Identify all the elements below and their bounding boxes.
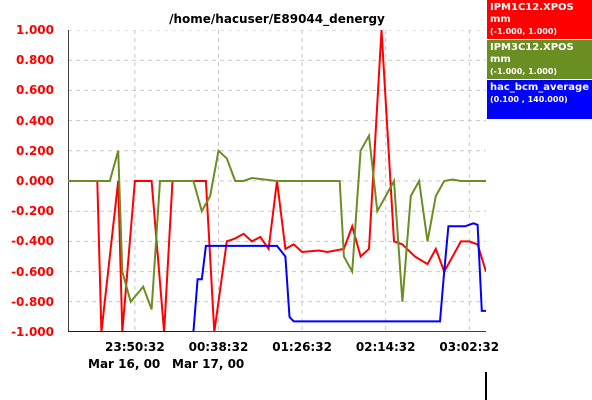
y-tick-label: 0.400 xyxy=(16,113,54,128)
x-tick-label: 03:02:32 xyxy=(439,340,500,354)
series-line-hac-bcm-average xyxy=(68,222,486,332)
x-tick-label: 23:50:32 xyxy=(105,340,165,354)
x-date-label: Mar 17, 00 xyxy=(172,357,245,371)
y-tick-label: 0.000 xyxy=(16,174,54,188)
x-date-label: Mar 16, 00 xyxy=(88,357,161,371)
legend-series-unit: mm xyxy=(490,14,511,25)
y-tick-label: -0.800 xyxy=(11,294,54,309)
time-cursor-line[interactable] xyxy=(485,372,487,400)
legend: IPM1C12.XPOS mm (-1.000, 1.000) IPM3C12.XPO… xyxy=(487,0,592,120)
x-tick-label: 02:14:32 xyxy=(355,340,416,354)
y-tick-label: 0.600 xyxy=(16,83,54,98)
legend-series-name: IPM3C12.XPOS xyxy=(490,42,574,53)
y-tick-label: 0.200 xyxy=(16,143,54,158)
chart-title: /home/hacuser/E89044_denergy xyxy=(169,12,385,26)
legend-series-range: (-1.000, 1.000) xyxy=(490,27,558,36)
plot-area[interactable] xyxy=(68,30,486,332)
legend-series-range: (-1.000, 1.000) xyxy=(490,67,558,76)
legend-entry[interactable]: hac_bcm_average (0.100 , 140.000) xyxy=(487,80,592,119)
series-line-ipm3c12-xpos xyxy=(68,132,486,310)
legend-series-range: (0.100 , 140.000) xyxy=(490,95,568,104)
series-line-ipm1c12-xpos xyxy=(68,30,486,332)
y-tick-label: 0.800 xyxy=(16,53,54,68)
x-tick-label: 01:26:32 xyxy=(272,340,332,354)
y-tick-label: 1.000 xyxy=(16,23,54,37)
legend-series-name: IPM1C12.XPOS xyxy=(490,2,574,13)
y-tick-label: -1.000 xyxy=(11,325,54,339)
y-tick-label: -0.200 xyxy=(11,204,54,219)
legend-entry[interactable]: IPM1C12.XPOS mm (-1.000, 1.000) xyxy=(487,0,592,39)
y-tick-label: -0.400 xyxy=(11,234,54,249)
legend-series-unit: mm xyxy=(490,54,511,65)
legend-entry[interactable]: IPM3C12.XPOS mm (-1.000, 1.000) xyxy=(487,40,592,79)
legend-series-name: hac_bcm_average xyxy=(490,82,589,93)
y-tick-label: -0.600 xyxy=(11,264,54,279)
x-tick-label: 00:38:32 xyxy=(188,340,249,354)
